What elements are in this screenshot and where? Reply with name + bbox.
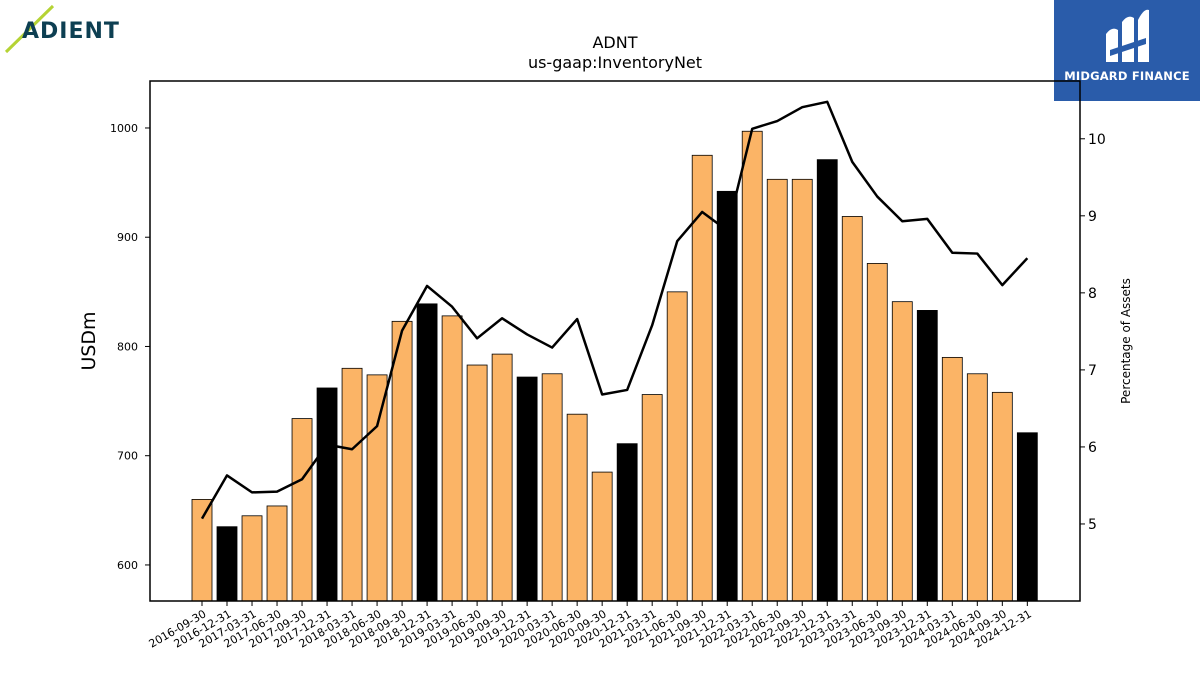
y2-tick-label: 8 xyxy=(1088,286,1097,302)
bar-2019-03-31 xyxy=(441,315,463,602)
y-tick-label: 800 xyxy=(117,340,138,353)
bar-2020-12-31 xyxy=(616,443,638,602)
left-axis: 600 700 800 900 1000 xyxy=(110,122,150,572)
y-tick-label: 600 xyxy=(117,559,138,572)
bar-2018-06-30 xyxy=(366,374,388,602)
midgard-finance-logo: MIDGARD FINANCE xyxy=(1054,0,1200,101)
bar-2024-09-30 xyxy=(991,391,1013,602)
bar-2020-06-30 xyxy=(566,413,588,602)
y2-tick-label: 6 xyxy=(1088,440,1097,456)
bar-2022-06-30 xyxy=(766,178,788,602)
bar-2021-09-30 xyxy=(691,154,713,602)
bar-2018-09-30 xyxy=(391,320,413,602)
y2-tick-label: 10 xyxy=(1088,132,1106,148)
bar-2024-03-31 xyxy=(941,356,963,602)
y2-tick-label: 9 xyxy=(1088,209,1097,225)
bar-2017-12-31 xyxy=(316,387,338,602)
bar-2018-03-31 xyxy=(341,367,363,602)
midgard-logo-text: MIDGARD FINANCE xyxy=(1064,69,1190,83)
bar-2023-03-31 xyxy=(841,216,863,602)
bar-2016-09-30 xyxy=(191,499,213,602)
bar-2022-12-31 xyxy=(816,159,838,602)
bar-2023-12-31 xyxy=(916,310,938,602)
adient-logo-text: ADIENT xyxy=(22,19,120,44)
bar-2023-09-30 xyxy=(891,301,913,602)
bar-2023-06-30 xyxy=(866,263,888,602)
bar-2022-09-30 xyxy=(791,178,813,602)
bar-2016-12-31 xyxy=(216,526,238,602)
chart-subtitle: us-gaap:InventoryNet xyxy=(528,53,702,72)
right-axis: 5 6 7 8 9 10 xyxy=(1080,132,1106,533)
y-tick-label: 1000 xyxy=(110,122,138,135)
percentage-of-assets-line xyxy=(200,100,1029,520)
bar-2020-09-30 xyxy=(591,471,613,602)
bar-2024-06-30 xyxy=(966,373,988,602)
bar-2021-12-31 xyxy=(716,190,738,602)
bar-2017-06-30 xyxy=(266,505,288,602)
plot-frame xyxy=(149,80,1081,602)
bar-2019-09-30 xyxy=(491,353,513,602)
bars-layer xyxy=(191,130,1038,602)
bar-2019-06-30 xyxy=(466,364,488,602)
y-axis-label: USDm xyxy=(78,311,100,370)
bar-2021-03-31 xyxy=(641,394,663,602)
adient-logo: ADIENT xyxy=(4,4,120,54)
bar-2024-12-31 xyxy=(1016,432,1038,602)
chart-title: ADNT xyxy=(592,33,637,52)
bar-2017-09-30 xyxy=(291,418,313,602)
midgard-logo-mark-icon xyxy=(1106,9,1149,63)
bar-2021-06-30 xyxy=(666,291,688,602)
y-tick-label: 700 xyxy=(117,450,138,463)
bar-2018-12-31 xyxy=(416,303,438,602)
x-axis: 2016-09-302016-12-312017-03-312017-06-30… xyxy=(147,601,1034,651)
bar-2022-03-31 xyxy=(741,130,763,602)
bar-2017-03-31 xyxy=(241,515,263,602)
y-tick-label: 900 xyxy=(117,231,138,244)
y2-tick-label: 7 xyxy=(1088,363,1097,379)
bar-2019-12-31 xyxy=(516,376,538,602)
adient-logo-slash xyxy=(4,4,55,54)
y2-axis-label: Percentage of Assets xyxy=(1119,278,1133,404)
y2-tick-label: 5 xyxy=(1088,517,1097,533)
bar-2020-03-31 xyxy=(541,373,563,602)
